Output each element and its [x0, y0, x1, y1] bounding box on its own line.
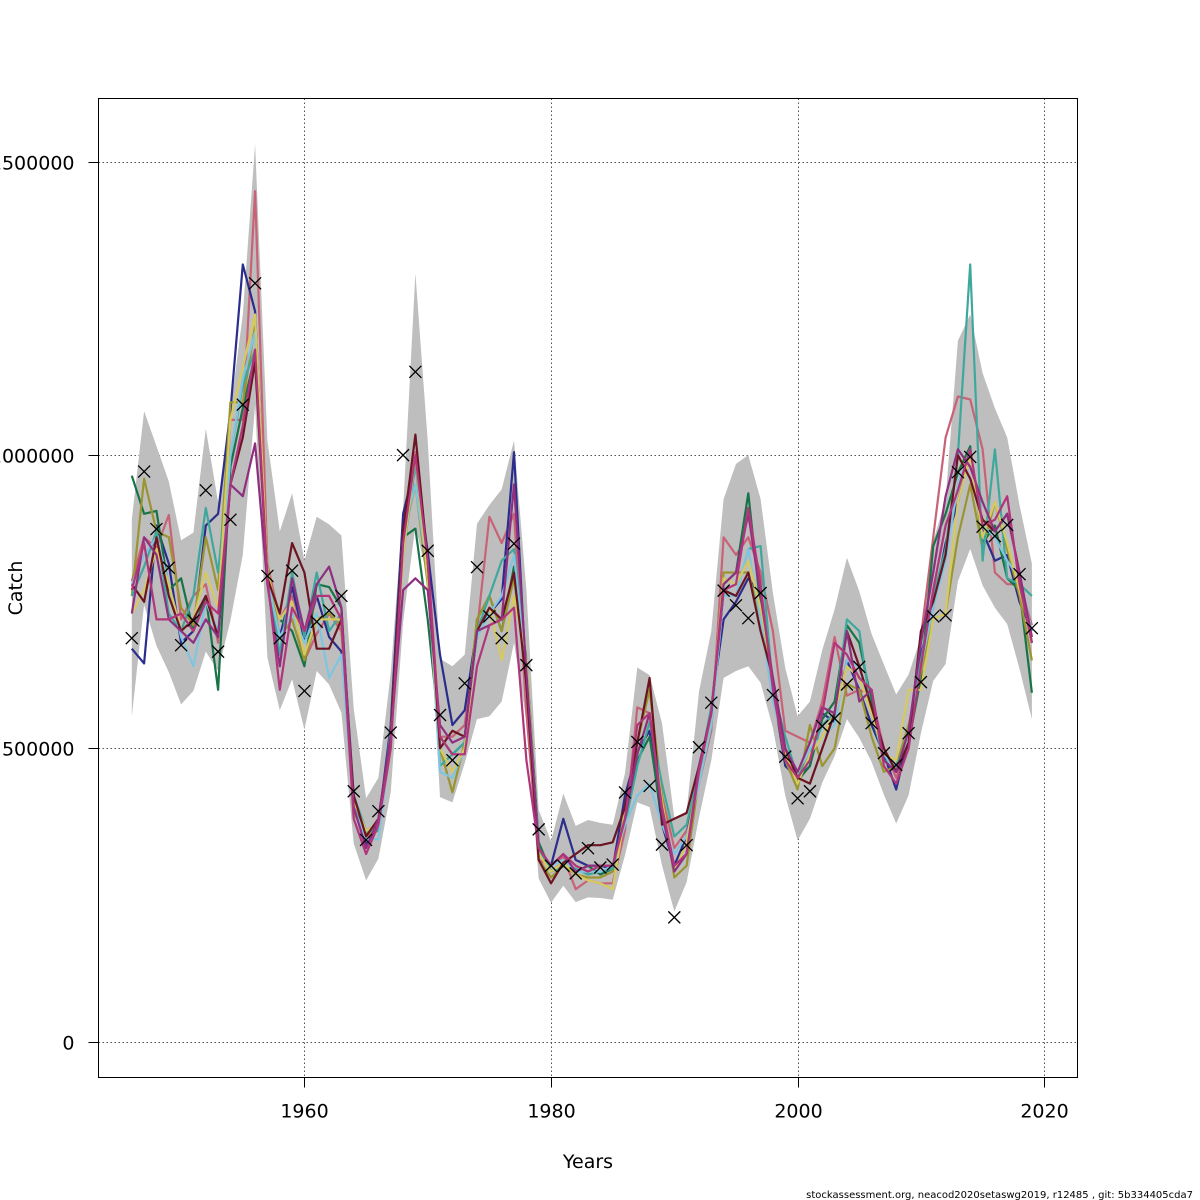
- observed-point: [137, 465, 151, 479]
- observed-point: [334, 589, 348, 603]
- y-tick-label: 1500000: [0, 153, 75, 175]
- observed-point: [754, 586, 768, 600]
- observed-point: [421, 544, 435, 558]
- observed-point: [359, 833, 373, 847]
- observed-point: [211, 645, 225, 659]
- observed-point: [667, 910, 681, 924]
- observed-point: [976, 520, 990, 534]
- x-tick-label: 1980: [527, 1101, 575, 1123]
- observed-point: [704, 696, 718, 710]
- confidence-band-area: [131, 144, 1032, 912]
- x-tick-label: 1960: [280, 1101, 328, 1123]
- observed-point: [248, 276, 262, 290]
- observed-point: [655, 838, 669, 852]
- observed-point: [741, 611, 755, 625]
- observed-point: [458, 676, 472, 690]
- observed-point: [532, 822, 546, 836]
- confidence-band: [131, 144, 1032, 912]
- observed-point: [297, 684, 311, 698]
- series-line-run-8: [130, 360, 1033, 885]
- observed-point: [174, 638, 188, 652]
- observed-point: [680, 838, 694, 852]
- observed-point: [581, 841, 595, 855]
- x-tick-label: 2020: [1020, 1101, 1068, 1123]
- observed-point: [630, 735, 644, 749]
- observed-point: [556, 859, 570, 873]
- observed-point: [310, 615, 324, 629]
- observed-point: [914, 675, 928, 689]
- observed-point: [371, 804, 385, 818]
- observed-point: [889, 758, 903, 772]
- series-lines: [130, 190, 1033, 891]
- observed-point: [408, 365, 422, 379]
- observed-point: [877, 746, 891, 760]
- observed-point: [902, 726, 916, 740]
- observed-point: [1025, 621, 1039, 635]
- y-tick-label: 500000: [2, 739, 75, 761]
- observed-point: [593, 861, 607, 874]
- observed-point: [815, 719, 829, 733]
- x-axis: 1960 1980 2000 2020: [280, 1077, 1069, 1123]
- y-axis-title: Catch: [5, 561, 27, 616]
- observed-point: [199, 483, 213, 497]
- observed-point: [963, 450, 977, 464]
- observed-points: [125, 276, 1039, 924]
- observed-point: [125, 631, 139, 645]
- observed-point: [852, 660, 866, 674]
- x-axis-title: Years: [562, 1151, 613, 1173]
- observed-point: [260, 569, 274, 583]
- observed-point: [618, 785, 632, 799]
- observed-point: [569, 866, 583, 880]
- observed-point: [926, 609, 940, 623]
- observed-point: [939, 608, 953, 622]
- observed-point: [643, 779, 657, 793]
- observed-point: [766, 688, 780, 702]
- observed-point: [384, 726, 398, 740]
- observed-point: [988, 529, 1002, 543]
- observed-point: [692, 740, 706, 754]
- observed-point: [347, 784, 361, 798]
- observed-point: [186, 614, 200, 628]
- observed-point: [951, 465, 965, 479]
- observed-point: [778, 750, 792, 764]
- observed-point: [285, 564, 299, 578]
- plot-frame: [98, 98, 1078, 1078]
- footer-credit: stockassessment.org, neacod2020setaswg20…: [806, 1190, 1193, 1200]
- x-tick-label: 2000: [774, 1101, 822, 1123]
- observed-point: [1000, 518, 1014, 532]
- observed-point: [729, 598, 743, 612]
- observed-point: [322, 604, 336, 618]
- observed-point: [495, 631, 509, 645]
- series-line-run-10: [130, 348, 1033, 873]
- observed-point: [840, 678, 854, 691]
- observed-point: [223, 513, 237, 527]
- observed-point: [803, 784, 817, 798]
- observed-point: [519, 658, 533, 672]
- observed-point: [606, 858, 620, 872]
- observed-point: [1013, 567, 1027, 581]
- observed-point: [470, 560, 484, 574]
- observed-point: [828, 712, 842, 725]
- observed-point: [791, 791, 805, 805]
- observed-point: [433, 708, 447, 722]
- observed-point: [162, 561, 176, 575]
- observed-point: [544, 859, 558, 873]
- observed-point: [717, 584, 731, 598]
- observed-point: [482, 609, 496, 623]
- observed-point: [507, 537, 521, 551]
- observed-point: [273, 631, 287, 645]
- y-tick-label: 0: [62, 1033, 74, 1055]
- observed-point: [445, 753, 459, 767]
- observed-point: [396, 448, 410, 462]
- observed-point: [865, 716, 879, 730]
- y-tick-label: 1000000: [0, 446, 75, 468]
- observed-point: [236, 398, 250, 412]
- y-axis: 0 500000 1000000 1500000: [0, 153, 99, 1055]
- observed-point: [149, 522, 163, 536]
